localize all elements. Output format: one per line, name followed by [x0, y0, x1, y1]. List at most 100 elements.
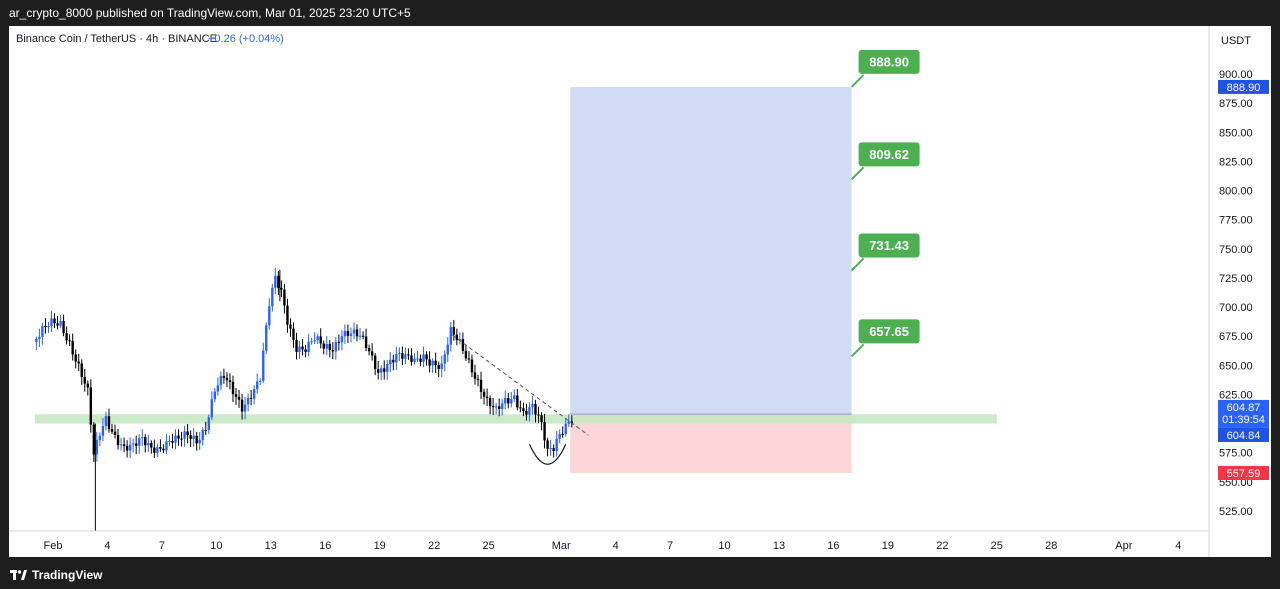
candle — [80, 359, 83, 385]
candle-body — [419, 358, 422, 362]
candle — [168, 435, 171, 447]
publish-line: ar_crypto_8000 published on TradingView.… — [9, 6, 411, 20]
profit-zone — [570, 86, 852, 415]
candle-body — [470, 359, 474, 373]
candle — [92, 422, 96, 463]
candle-body — [280, 287, 283, 290]
candle — [310, 337, 313, 345]
candle-body — [128, 444, 132, 451]
candle-body — [446, 344, 449, 355]
candle-body — [540, 415, 543, 423]
candle-body — [507, 398, 510, 404]
candle — [328, 339, 331, 358]
footer: TradingView — [0, 557, 1280, 589]
candle — [98, 432, 102, 447]
candle — [522, 402, 525, 417]
candle — [546, 437, 549, 457]
candle-body — [177, 435, 180, 439]
candle — [485, 388, 489, 407]
candle-body — [398, 353, 401, 355]
candle — [189, 430, 192, 447]
candle-body — [395, 354, 398, 363]
brand[interactable]: TradingView — [10, 568, 102, 582]
candle — [461, 332, 465, 354]
candle — [349, 327, 353, 343]
candle-body — [349, 333, 353, 336]
candle — [207, 414, 210, 434]
chart-title: Binance Coin / TetherUS · 4h · BINANCE — [16, 33, 217, 45]
target-label: 731.43 — [850, 233, 920, 272]
candle-body — [449, 327, 452, 345]
candle — [195, 431, 198, 451]
candle — [404, 347, 407, 365]
candle-body — [501, 403, 504, 409]
currency-label: USDT — [1221, 35, 1251, 47]
candle-body — [59, 321, 62, 326]
x-tick-label: Mar — [552, 540, 571, 552]
candle — [307, 333, 310, 357]
candle — [534, 399, 537, 423]
target-value: 731.43 — [869, 238, 909, 253]
y-tick-label: 525.00 — [1219, 506, 1253, 518]
candle-body — [186, 431, 189, 436]
stop-price-label: 557.59 — [1218, 466, 1269, 481]
candle-body — [434, 360, 437, 365]
candle — [380, 365, 383, 381]
candle — [558, 429, 561, 444]
candle-body — [386, 364, 389, 372]
candle — [38, 328, 41, 347]
candle-body — [228, 380, 232, 382]
candle-body — [222, 376, 226, 378]
candle-body — [295, 339, 298, 353]
candle-body — [485, 396, 489, 399]
candle-body — [497, 406, 501, 409]
candle — [383, 360, 386, 380]
y-tick-label: 625.00 — [1219, 389, 1253, 401]
candle-body — [325, 343, 328, 349]
candle-body — [337, 341, 341, 343]
target-pointer — [850, 74, 865, 88]
candle — [110, 423, 114, 435]
candle-body — [522, 408, 525, 412]
candle-body — [534, 403, 537, 415]
candle — [464, 345, 468, 362]
candle — [416, 350, 419, 362]
candle-body — [243, 404, 247, 412]
candle-body — [491, 406, 495, 408]
candle-body — [537, 414, 540, 416]
candle — [243, 396, 247, 420]
candle — [210, 391, 214, 421]
x-tick-label: 25 — [991, 540, 1003, 552]
target-box — [858, 319, 920, 344]
candle — [567, 414, 570, 428]
candle-body — [407, 354, 410, 356]
candle-body — [180, 438, 183, 440]
chart-panel[interactable]: 888.90 809.62 731.43 657.65 USDT 525.00 550.0… — [9, 26, 1271, 557]
candle-body — [416, 358, 419, 360]
x-tick-label: 10 — [210, 540, 222, 552]
candle — [222, 368, 226, 384]
candle-body — [131, 443, 135, 445]
y-tick-label: 800.00 — [1219, 186, 1253, 198]
candle — [331, 342, 335, 360]
candle — [255, 373, 259, 394]
candle — [41, 322, 44, 345]
candle — [373, 353, 377, 376]
candle — [83, 368, 86, 392]
x-tick-label: 4 — [1175, 540, 1181, 552]
candle-body — [334, 341, 338, 352]
stop-price-label-text: 557.59 — [1227, 468, 1261, 480]
candle-body — [259, 380, 262, 382]
candle — [47, 321, 50, 333]
current-price-label-box — [1218, 399, 1269, 428]
candle-body — [380, 368, 383, 373]
candle-body — [304, 349, 307, 353]
y-tick-label: 850.00 — [1219, 127, 1253, 139]
candle-body — [340, 336, 344, 343]
candle-body — [277, 275, 280, 288]
candle — [201, 427, 204, 446]
candle — [413, 353, 416, 365]
target-price-label-box — [1218, 79, 1269, 94]
